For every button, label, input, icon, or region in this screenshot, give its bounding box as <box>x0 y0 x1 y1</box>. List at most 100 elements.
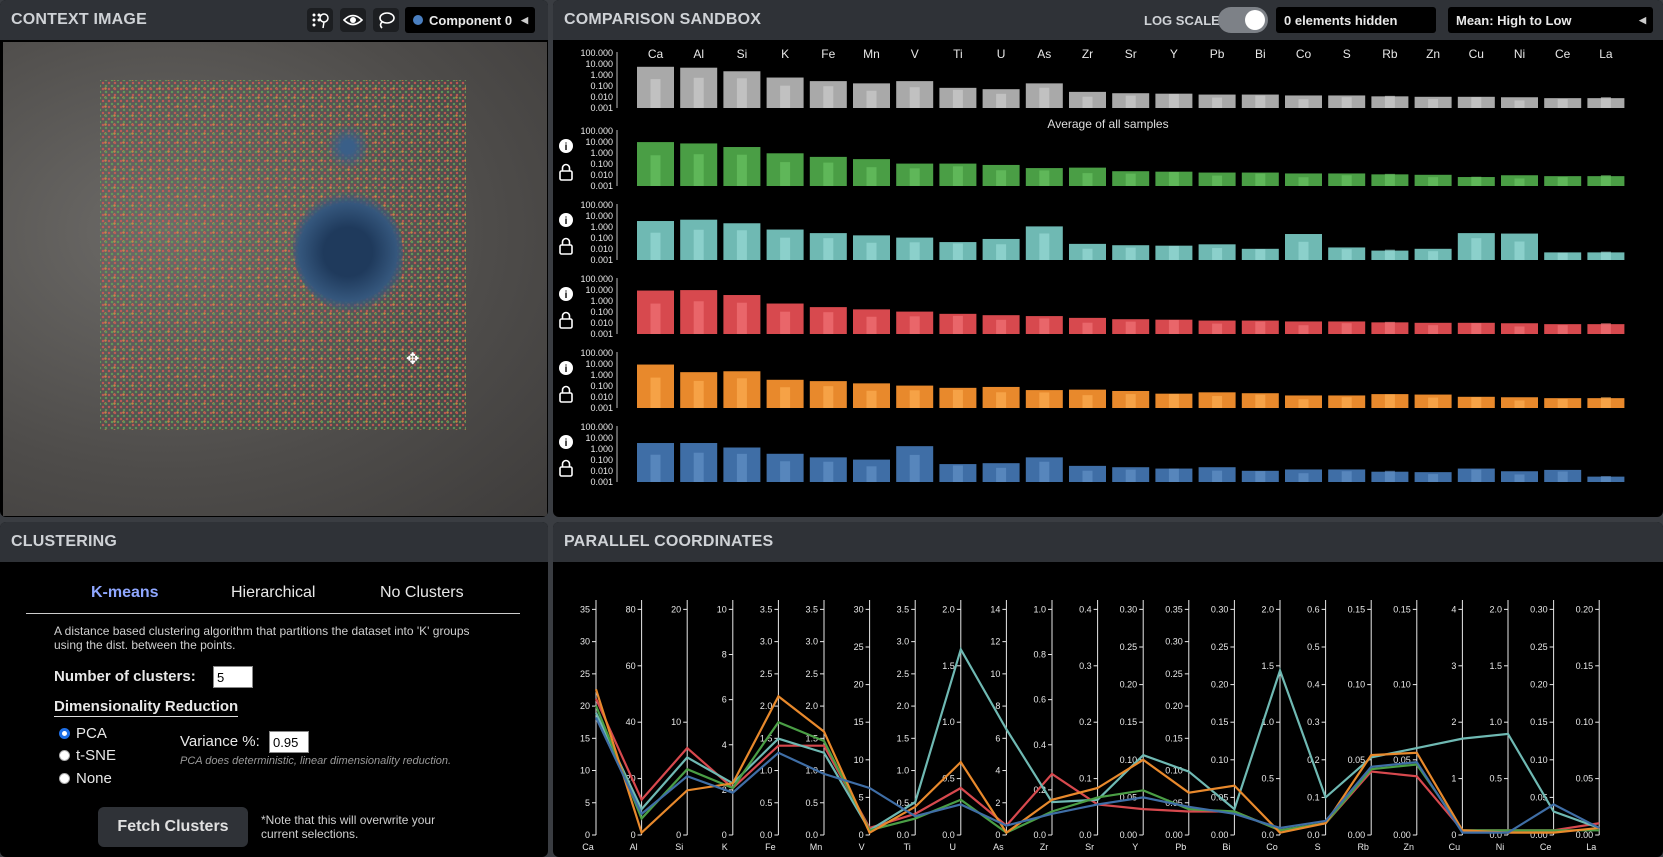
tick-label: 2 <box>1451 717 1456 727</box>
component-select[interactable]: Component 0 ◀ <box>405 7 535 33</box>
axis-label-S: S <box>1315 842 1321 852</box>
sort-select[interactable]: Mean: High to Low ◀ <box>1448 7 1653 33</box>
lock-icon <box>559 163 573 181</box>
bar-inner-Cu <box>1471 176 1482 186</box>
axis-Al: 0 20 40 60 80 Al <box>626 600 643 852</box>
axis-label-Ce: Ce <box>1540 842 1552 852</box>
overwrite-note: *Note that this will overwrite your curr… <box>261 813 436 841</box>
tick-label: 0.2 <box>1307 755 1320 765</box>
info-icon-circle <box>559 139 573 153</box>
y-tick-label: 1.000 <box>590 222 613 232</box>
radio-tsne-circle[interactable] <box>59 750 70 761</box>
lock-icon <box>559 385 573 403</box>
bar-inner-Al <box>693 452 704 482</box>
bar-inner-Si <box>736 378 747 408</box>
tick-label: 0 <box>995 830 1000 840</box>
dots-tool-icon[interactable] <box>307 8 333 32</box>
axis-Ce: 0.00 0.05 0.10 0.15 0.20 0.25 0.30 Ce <box>1530 600 1555 852</box>
tick-label: 2.0 <box>942 604 955 614</box>
tick-label: 0.0 <box>1261 830 1274 840</box>
element-label-As: As <box>1037 47 1051 61</box>
tick-label: 0.0 <box>1079 830 1092 840</box>
bar-inner-V <box>909 390 920 408</box>
tick-label: 0.15 <box>1211 717 1229 727</box>
tab-no-clusters[interactable]: No Clusters <box>380 584 464 601</box>
bar-inner-K <box>780 85 791 108</box>
tick-label: 2.0 <box>760 701 773 711</box>
bar-inner-Zn <box>1428 474 1439 482</box>
bar-inner-Fe <box>823 238 834 260</box>
clustering-panel: CLUSTERING <box>0 522 548 857</box>
tick-label: 0.0 <box>760 830 773 840</box>
bar-inner-As <box>1039 170 1050 186</box>
tick-label: 0.5 <box>760 798 773 808</box>
y-tick-label: 100.000 <box>580 48 613 58</box>
radio-pca-circle[interactable] <box>59 728 70 739</box>
parallel-chart[interactable]: 05101520253035Ca020406080Al01020Si024681… <box>553 562 1663 857</box>
y-tick-label: 0.010 <box>590 92 613 102</box>
axis-label-Ni: Ni <box>1496 842 1505 852</box>
pc-line-4 <box>595 717 1600 834</box>
num-clusters-input[interactable] <box>213 666 253 688</box>
radio-none[interactable]: None <box>59 770 112 787</box>
tick-label: 0.20 <box>1211 680 1229 690</box>
bar-inner-Ca <box>650 303 661 334</box>
fetch-clusters-button[interactable]: Fetch Clusters <box>98 807 248 847</box>
bar-inner-U <box>996 93 1007 108</box>
tick-label: 20 <box>626 774 636 784</box>
hidden-elements-box[interactable]: 0 elements hidden <box>1276 7 1436 33</box>
tick-label: 0.3 <box>1307 717 1320 727</box>
tick-label: 3.5 <box>897 604 910 614</box>
radio-pca[interactable]: PCA <box>59 725 107 742</box>
context-image-canvas[interactable]: ✥ <box>3 42 547 516</box>
bar-inner-Fe <box>823 312 834 334</box>
tick-label: 0.20 <box>1120 680 1138 690</box>
bar-inner-V <box>909 168 920 186</box>
sample-dot-grid[interactable] <box>100 80 466 430</box>
axis-label-U: U <box>950 842 957 852</box>
eye-icon[interactable] <box>340 8 366 32</box>
bar-inner-Fe <box>823 461 834 482</box>
bar-inner-Cu <box>1471 323 1482 334</box>
tick-label: 0.5 <box>1489 774 1502 784</box>
bar-inner-Si <box>736 302 747 334</box>
radio-tsne[interactable]: t-SNE <box>59 747 116 764</box>
y-tick-label: 0.001 <box>590 103 613 113</box>
log-scale-toggle[interactable] <box>1218 7 1268 33</box>
tab-hierarchical[interactable]: Hierarchical <box>231 584 316 601</box>
radio-none-circle[interactable] <box>59 773 70 784</box>
lock-icon-body <box>559 318 573 329</box>
tick-label: 0.15 <box>1120 717 1138 727</box>
bar-inner-Rb <box>1384 249 1395 260</box>
axis-V: 0 5 10 15 20 25 30 V <box>854 600 871 852</box>
tick-label: 30 <box>580 637 590 647</box>
context-image-title: CONTEXT IMAGE <box>11 11 147 28</box>
lasso-icon[interactable] <box>373 8 399 32</box>
pc-line-1 <box>595 646 1600 832</box>
bar-inner-Rb <box>1384 173 1395 186</box>
axis-Y: 0.00 0.05 0.10 0.15 0.20 0.25 0.30 Y <box>1120 600 1144 852</box>
bar-inner-Pb <box>1212 97 1223 108</box>
bar-inner-Pb <box>1212 396 1223 408</box>
variance-input[interactable] <box>269 731 309 753</box>
tick-label: 1.0 <box>760 766 773 776</box>
radio-tsne-label: t-SNE <box>76 747 117 764</box>
bar-inner-Ce <box>1557 325 1568 334</box>
info-icon: i <box>559 287 573 301</box>
bar-inner-Mn <box>866 90 877 108</box>
bar-inner-Y <box>1168 93 1179 108</box>
bar-inner-Cu <box>1471 97 1482 108</box>
y-tick-label: 10.000 <box>585 137 613 147</box>
info-icon-glyph: i <box>565 216 568 227</box>
axis-label-Fe: Fe <box>765 842 776 852</box>
tab-kmeans[interactable]: K-means <box>91 584 159 601</box>
tick-label: 4 <box>722 740 727 750</box>
axis-label-Co: Co <box>1266 842 1278 852</box>
info-icon: i <box>559 435 573 449</box>
bar-inner-Bi <box>1255 249 1266 260</box>
bar-inner-Y <box>1168 171 1179 186</box>
tick-label: 0.25 <box>1120 642 1138 652</box>
bar-inner-Mn <box>866 242 877 260</box>
